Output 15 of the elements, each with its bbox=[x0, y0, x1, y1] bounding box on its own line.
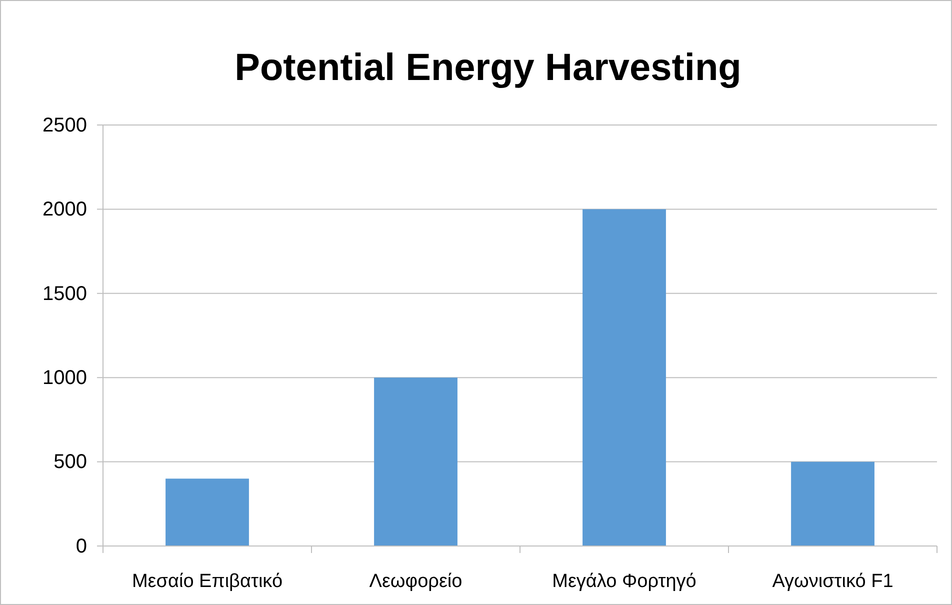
y-tick-label: 500 bbox=[54, 451, 87, 474]
bar bbox=[374, 378, 458, 546]
x-tick-label: Μεγάλο Φορτηγό bbox=[552, 571, 696, 592]
x-tick-label: Μεσαίο Επιβατικό bbox=[132, 571, 283, 592]
x-tick-label: Λεωφορείο bbox=[369, 571, 462, 592]
y-tick-label: 0 bbox=[76, 535, 87, 558]
y-tick-label: 2500 bbox=[42, 114, 87, 136]
bar bbox=[166, 478, 249, 546]
bar bbox=[791, 462, 874, 546]
y-tick-label: 2000 bbox=[42, 198, 87, 221]
y-tick-label: 1500 bbox=[42, 282, 87, 305]
x-tick-label: Αγωνιστικό F1 bbox=[772, 571, 894, 592]
bar bbox=[582, 209, 666, 546]
chart-title: Potential Energy Harvesting bbox=[234, 47, 742, 89]
y-tick-label: 1000 bbox=[42, 367, 87, 389]
